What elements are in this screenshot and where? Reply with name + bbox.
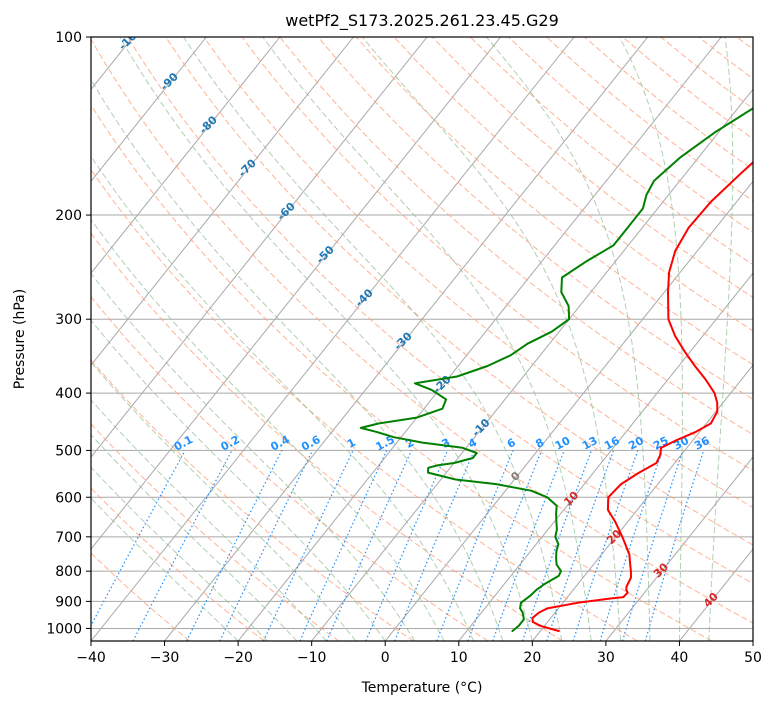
dry-adiabat-line <box>91 168 638 641</box>
moist-adiabat-line <box>91 272 416 641</box>
y-tick-label: 1000 <box>46 621 82 637</box>
y-tick-label: 800 <box>55 564 82 580</box>
dry-adiabat-line <box>431 37 753 298</box>
dewpoint-line <box>359 107 753 632</box>
x-tick-label: 50 <box>744 650 762 666</box>
isotherm-line <box>164 37 649 641</box>
dry-adiabat-line <box>91 552 191 641</box>
x-axis-label: Temperature (°C) <box>361 680 483 696</box>
mixing-ratio-line <box>91 450 186 627</box>
moist-adiabat-line <box>91 433 298 641</box>
moist-adiabat-line <box>91 361 357 641</box>
isotherm-line <box>237 37 722 641</box>
moist-adiabat-line <box>91 218 445 641</box>
x-axis-ticks: −40 −30 −20 −10 0 10 20 30 40 50 <box>76 641 762 666</box>
isotherm-line <box>91 37 354 366</box>
y-axis-label: Pressure (hPa) <box>12 289 28 389</box>
dry-adiabat-line <box>241 37 753 472</box>
dry-adiabat-line <box>203 37 753 509</box>
y-tick-label: 200 <box>55 208 82 224</box>
y-tick-label: 600 <box>55 490 82 506</box>
mixing-ratio-label: 13 <box>580 434 600 453</box>
mixing-ratio-line <box>546 450 615 641</box>
mixing-ratio-line <box>326 450 413 641</box>
isotherm-line <box>91 37 281 275</box>
plot-frame <box>90 36 754 642</box>
mixing-ratio-line <box>622 450 684 641</box>
skewed-isotherms <box>91 37 753 641</box>
isotherm-line <box>384 180 753 641</box>
dry-adiabat-line <box>91 104 713 641</box>
y-tick-label: 900 <box>55 594 82 610</box>
moist-adiabats <box>91 37 734 641</box>
moist-adiabat-line <box>262 37 592 641</box>
dry-adiabat-line <box>393 37 753 332</box>
x-tick-label: −10 <box>297 650 327 666</box>
chart-title: wetPf2_S173.2025.261.23.45.G29 <box>285 11 559 31</box>
x-tick-label: 40 <box>671 650 689 666</box>
temperature-line <box>531 161 753 632</box>
mixing-ratio-line <box>572 450 639 641</box>
x-tick-label: −40 <box>76 650 106 666</box>
moist-adiabat-line <box>183 37 563 641</box>
dry-adiabat-line <box>317 37 753 400</box>
mixing-ratio-label: 30 <box>671 434 691 453</box>
x-tick-label: 10 <box>450 650 468 666</box>
profile-series <box>359 107 753 632</box>
y-tick-label: 100 <box>55 30 82 46</box>
dry-adiabats <box>91 37 753 641</box>
isotherm-line <box>91 37 502 550</box>
dry-adiabat-line <box>91 359 414 641</box>
mixing-ratio-label: 20 <box>626 434 646 453</box>
y-tick-label: 700 <box>55 530 82 546</box>
mixing-ratio-line <box>599 450 664 641</box>
y-tick-label: 400 <box>55 386 82 402</box>
dry-adiabat-line <box>91 295 489 641</box>
moist-adiabat-line <box>119 37 533 641</box>
moist-adiabat-line <box>486 37 651 641</box>
moist-adiabat-line <box>91 155 474 641</box>
isotherm-line <box>531 364 753 641</box>
isotherm-line <box>605 456 753 641</box>
y-tick-label: 500 <box>55 443 82 459</box>
x-tick-label: −30 <box>150 650 180 666</box>
dry-adiabat-line <box>91 38 753 624</box>
dry-adiabat-line <box>91 232 563 641</box>
dry-adiabat-line <box>91 487 265 641</box>
x-tick-label: −20 <box>223 650 253 666</box>
mixing-ratio-line <box>492 450 565 641</box>
mixing-ratio-line <box>394 450 475 641</box>
x-tick-label: 30 <box>597 650 615 666</box>
mixing-ratio-label: 36 <box>692 434 712 453</box>
moist-adiabat-line <box>708 37 734 641</box>
isotherm-line <box>91 37 428 458</box>
mixing-ratio-line <box>436 450 514 641</box>
mixing-ratio-line <box>186 450 283 641</box>
moist-adiabat-line <box>91 466 268 641</box>
moist-adiabat-line <box>361 37 622 641</box>
y-axis-ticks: 1000 900 800 700 600 500 400 300 200 100 <box>46 30 91 637</box>
mixing-ratio-line <box>521 450 593 641</box>
plot-area: 0.1 0.2 0.4 0.6 1 1.5 2 3 4 6 8 10 13 16 20 25 30 36-100-… <box>91 37 753 641</box>
mixing-ratio-line <box>365 450 449 641</box>
moist-adiabat-line <box>91 319 386 641</box>
mixing-ratio-line <box>467 450 543 641</box>
moist-adiabat-line <box>619 37 683 641</box>
x-tick-label: 0 <box>381 650 390 666</box>
y-tick-label: 300 <box>55 312 82 328</box>
x-tick-label: 20 <box>523 650 541 666</box>
isotherm-line <box>91 37 207 183</box>
mixing-ratio-label: 10 <box>553 434 573 453</box>
mixing-ratio-lines <box>91 450 705 641</box>
mixing-ratio-line <box>644 450 705 641</box>
mixing-ratio-label: 25 <box>651 434 671 453</box>
moist-adiabat-line <box>91 399 327 641</box>
mixing-ratio-label: 16 <box>602 434 622 453</box>
dry-adiabat-line <box>127 37 753 585</box>
moist-adiabat-line <box>91 78 504 641</box>
isotherm-line <box>458 272 753 641</box>
isotherm-line <box>91 37 575 641</box>
